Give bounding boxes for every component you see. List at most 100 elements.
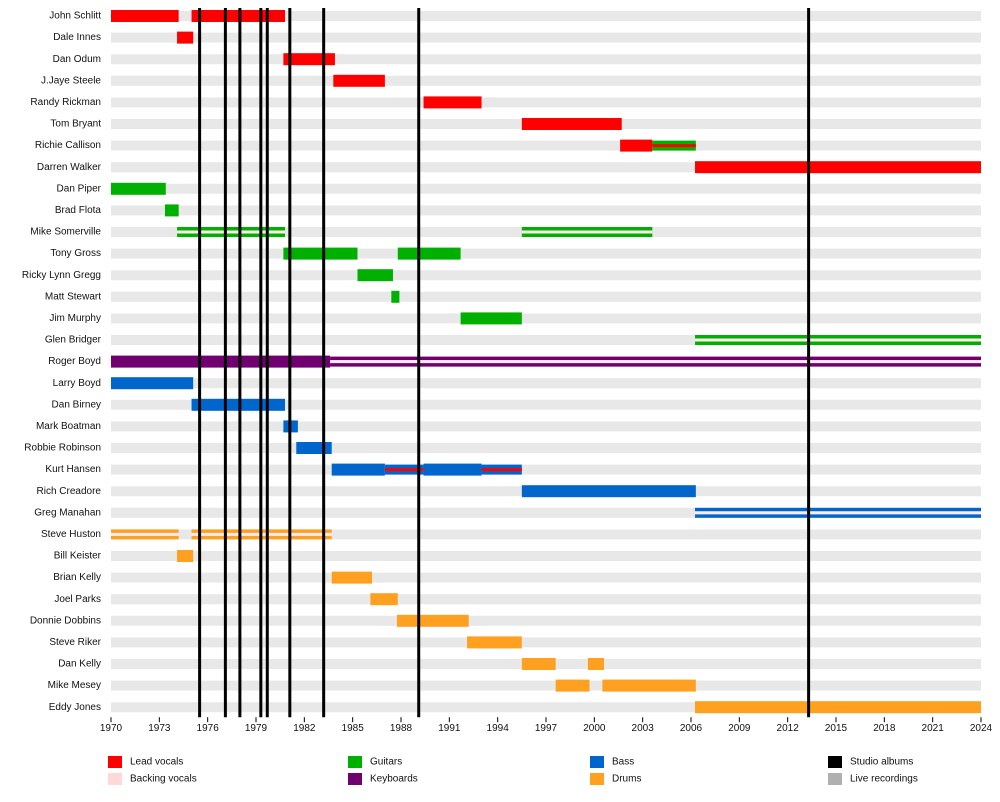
row-band xyxy=(111,637,981,648)
bar-part xyxy=(481,468,522,472)
x-tick-label: 1979 xyxy=(245,723,268,734)
x-tick-label: 2003 xyxy=(632,723,655,734)
member-name: Robbie Robinson xyxy=(24,443,101,454)
member-bar xyxy=(357,269,393,282)
member-name: Glen Bridger xyxy=(45,335,102,346)
member-name: Rich Creadore xyxy=(37,486,102,497)
member-name: Dan Odum xyxy=(53,54,101,65)
member-name: Mike Mesey xyxy=(48,680,101,691)
member-bar xyxy=(191,398,285,411)
member-bar xyxy=(695,161,981,174)
member-name: Dan Birney xyxy=(52,399,101,410)
x-tick-label: 1970 xyxy=(100,723,123,734)
legend-swatch xyxy=(828,756,842,768)
row-band xyxy=(111,162,981,173)
member-name: Tom Bryant xyxy=(50,119,101,130)
member-name: Richie Callison xyxy=(35,140,101,151)
member-bar xyxy=(481,464,522,475)
member-bar xyxy=(602,679,696,692)
row-band xyxy=(111,97,981,108)
bar-part xyxy=(652,144,696,148)
member-name: Donnie Dobbins xyxy=(30,615,101,626)
x-tick-label: 1976 xyxy=(197,723,220,734)
legend-label: Studio albums xyxy=(850,757,913,768)
legend-swatch xyxy=(828,773,842,785)
row-band xyxy=(111,75,981,86)
member-name: Steve Huston xyxy=(41,529,101,540)
legend-swatch xyxy=(590,756,604,768)
member-name: Randy Rickman xyxy=(30,97,101,108)
member-bar xyxy=(391,290,400,303)
member-name: Matt Stewart xyxy=(45,291,101,302)
member-name: Eddy Jones xyxy=(49,702,101,713)
member-bar xyxy=(521,485,696,498)
member-name: Ricky Lynn Gregg xyxy=(22,270,101,281)
row-band xyxy=(111,464,981,475)
member-name: Larry Boyd xyxy=(53,378,101,389)
legend-label: Bass xyxy=(612,757,634,768)
legend-label: Live recordings xyxy=(850,774,918,785)
legend-label: Drums xyxy=(612,774,641,785)
member-bar xyxy=(177,227,285,237)
member-bar xyxy=(177,31,194,44)
member-name: Steve Riker xyxy=(49,637,101,648)
member-bar xyxy=(695,507,981,518)
legend-swatch xyxy=(348,773,362,785)
member-name: Dan Kelly xyxy=(58,659,101,670)
x-tick-label: 1982 xyxy=(293,723,316,734)
member-bar xyxy=(555,679,590,692)
member-name: Kurt Hansen xyxy=(45,464,101,475)
member-name: J.Jaye Steele xyxy=(41,75,101,86)
legend-label: Guitars xyxy=(370,757,402,768)
member-name: Darren Walker xyxy=(37,162,102,173)
member-name: Dan Piper xyxy=(57,183,102,194)
member-name: Dale Innes xyxy=(53,32,101,43)
row-band xyxy=(111,594,981,605)
row-band xyxy=(111,183,981,194)
member-bar xyxy=(467,636,522,649)
member-name: Tony Gross xyxy=(50,248,101,259)
x-tick-label: 2012 xyxy=(777,723,800,734)
bar-part xyxy=(521,230,653,234)
row-band xyxy=(111,443,981,453)
member-bar xyxy=(521,227,653,237)
member-name: Brian Kelly xyxy=(53,572,101,583)
member-name: Joel Parks xyxy=(54,594,101,605)
row-band xyxy=(111,54,981,65)
row-band xyxy=(111,378,981,389)
member-bar xyxy=(331,463,385,476)
legend-swatch xyxy=(348,756,362,768)
member-bar xyxy=(283,53,335,66)
member-bar xyxy=(111,355,331,368)
row-band xyxy=(111,680,981,691)
x-tick-label: 1988 xyxy=(390,723,413,734)
legend-swatch xyxy=(590,773,604,785)
row-band xyxy=(111,702,981,713)
member-bar xyxy=(396,614,469,627)
row-band xyxy=(111,11,981,21)
member-bar xyxy=(652,140,696,151)
member-bar xyxy=(370,593,398,606)
x-tick-label: 2021 xyxy=(922,723,945,734)
bar-part xyxy=(695,338,981,342)
member-bar xyxy=(521,658,556,670)
member-bar xyxy=(330,356,982,367)
row-band xyxy=(111,270,981,281)
member-bar xyxy=(397,247,461,260)
bar-part xyxy=(695,511,981,515)
x-tick-label: 2024 xyxy=(970,723,993,734)
member-name: Mike Somerville xyxy=(30,227,101,238)
member-bar xyxy=(521,118,622,130)
row-band xyxy=(111,399,981,410)
legend-swatch xyxy=(108,756,122,768)
x-tick-label: 2000 xyxy=(583,723,606,734)
member-bar xyxy=(587,658,604,670)
row-band xyxy=(111,335,981,345)
x-tick-label: 2018 xyxy=(873,723,896,734)
member-bar xyxy=(695,335,981,345)
member-bar xyxy=(423,96,482,109)
row-band xyxy=(111,140,981,151)
x-tick-label: 2009 xyxy=(728,723,751,734)
member-name: Jim Murphy xyxy=(49,313,101,324)
